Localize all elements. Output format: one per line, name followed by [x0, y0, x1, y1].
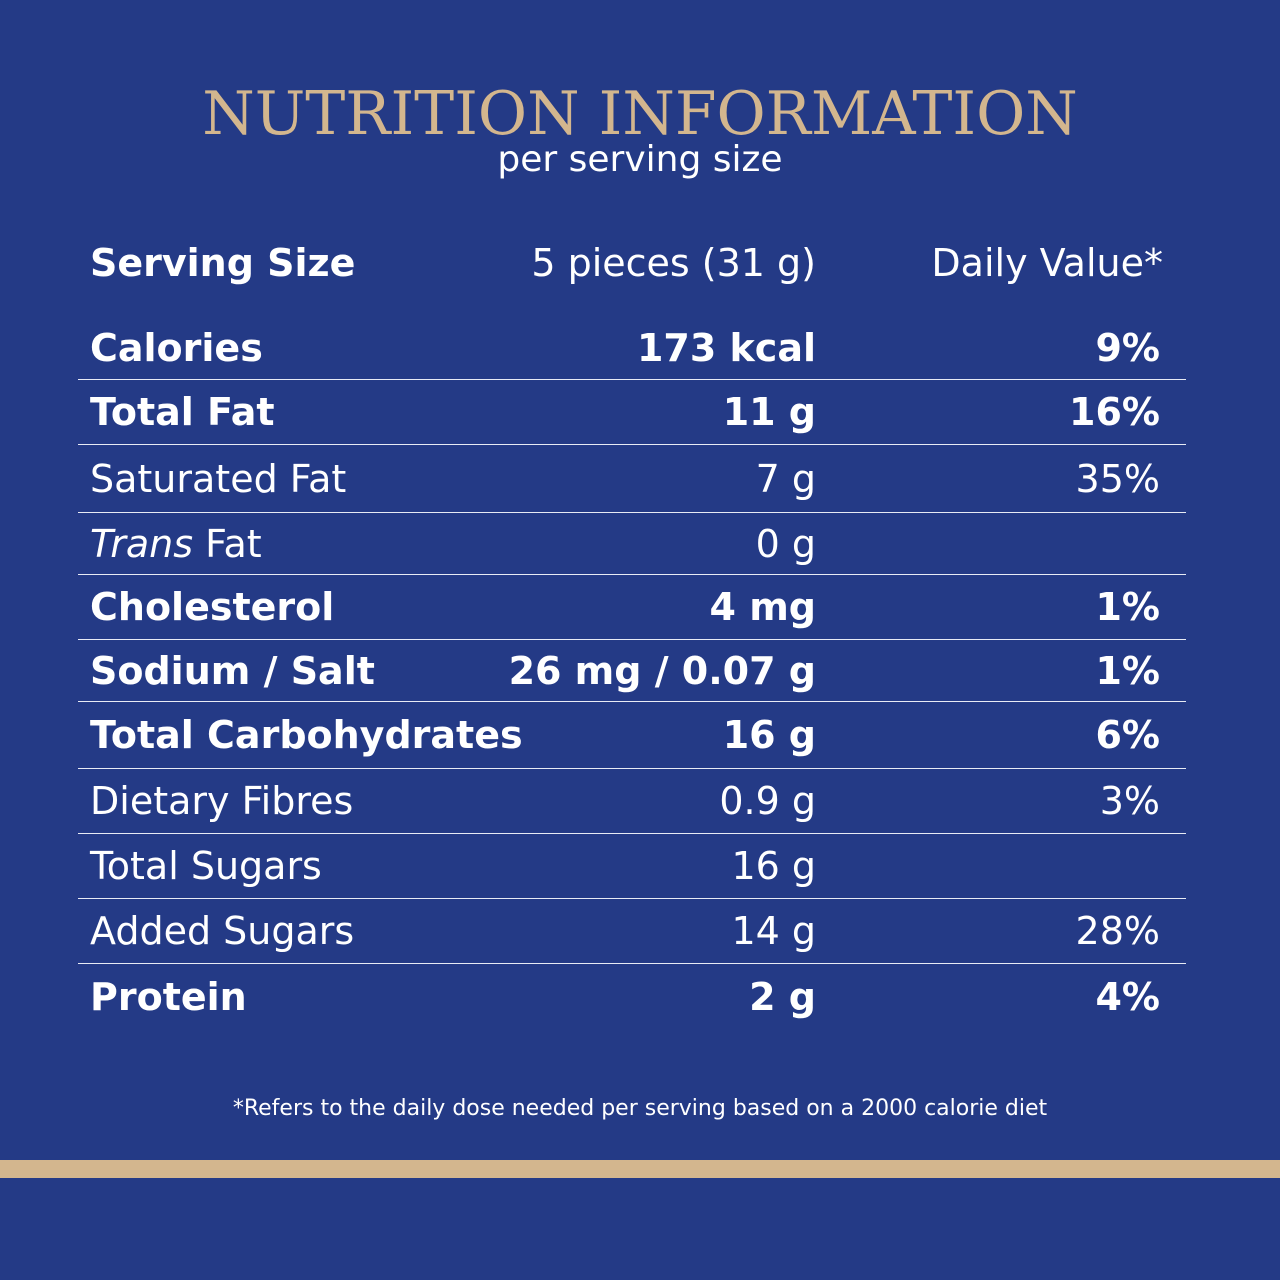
nutrient-daily-value: 1%	[1095, 648, 1160, 693]
nutrient-amount: 14 g	[731, 909, 816, 953]
nutrient-daily-value: 6%	[1095, 713, 1160, 757]
nutrient-daily-value: 3%	[1099, 779, 1160, 823]
nutrient-row-added-sugars: Added Sugars 14 g 28%	[78, 899, 1186, 964]
nutrition-table: Serving Size 5 pieces (31 g) Daily Value…	[78, 230, 1186, 1030]
nutrient-amount: 16 g	[722, 713, 816, 757]
nutrient-name: Saturated Fat	[90, 456, 347, 501]
nutrient-row-sodium: Sodium / Salt 26 mg / 0.07 g 1%	[78, 640, 1186, 702]
daily-value-footnote: *Refers to the daily dose needed per ser…	[232, 1096, 1048, 1121]
nutrient-name: Total Sugars	[90, 844, 322, 888]
nutrient-amount: 7 g	[755, 456, 816, 501]
nutrient-row-total-carbohydrates: Total Carbohydrates 16 g 6%	[78, 702, 1186, 769]
nutrient-name: Total Fat	[90, 390, 275, 434]
nutrient-name: Total Carbohydrates	[90, 713, 523, 757]
nutrient-row-trans-fat: Trans Fat 0 g	[78, 513, 1186, 575]
nutrient-name: Protein	[90, 975, 247, 1019]
nutrient-amount: 0.9 g	[719, 779, 816, 823]
nutrient-daily-value: 9%	[1095, 325, 1160, 370]
nutrient-daily-value: 4%	[1095, 975, 1160, 1019]
nutrient-amount: 16 g	[731, 844, 816, 888]
nutrient-name-italic: Trans	[90, 521, 194, 566]
gold-divider-stripe	[0, 1160, 1280, 1178]
nutrient-name: Trans Fat	[90, 513, 560, 574]
nutrient-row-dietary-fibres: Dietary Fibres 0.9 g 3%	[78, 769, 1186, 834]
nutrient-row-saturated-fat: Saturated Fat 7 g 35%	[78, 445, 1186, 513]
nutrient-daily-value: 1%	[1095, 585, 1160, 629]
nutrient-daily-value: 28%	[1075, 909, 1160, 953]
serving-size-amount: 5 pieces (31 g)	[531, 241, 816, 285]
nutrient-row-total-sugars: Total Sugars 16 g	[78, 834, 1186, 899]
nutrient-row-calories: Calories 173 kcal 9%	[78, 316, 1186, 380]
nutrient-name: Cholesterol	[90, 585, 335, 629]
page-subtitle: per serving size	[497, 139, 783, 180]
nutrient-daily-value	[878, 834, 1160, 898]
nutrient-amount: 173 kcal	[636, 325, 816, 370]
page-title: NUTRITION INFORMATION	[202, 79, 1078, 149]
nutrient-row-cholesterol: Cholesterol 4 mg 1%	[78, 575, 1186, 640]
nutrient-amount: 0 g	[755, 521, 816, 566]
nutrient-daily-value: 35%	[1075, 456, 1160, 501]
nutrient-name: Added Sugars	[90, 909, 355, 953]
bottom-band	[0, 1178, 1280, 1280]
daily-value-header: Daily Value*	[931, 241, 1163, 285]
nutrient-daily-value	[878, 513, 1160, 574]
nutrient-name: Dietary Fibres	[90, 779, 354, 823]
nutrient-row-total-fat: Total Fat 11 g 16%	[78, 380, 1186, 445]
nutrient-name: Sodium / Salt	[90, 648, 375, 693]
nutrient-amount: 11 g	[722, 390, 816, 434]
nutrient-amount: 2 g	[749, 975, 816, 1019]
nutrient-row-protein: Protein 2 g 4%	[78, 964, 1186, 1030]
nutrient-name: Calories	[90, 325, 263, 370]
serving-size-label: Serving Size	[90, 241, 356, 285]
nutrient-name-rest: Fat	[193, 521, 262, 566]
serving-size-row: Serving Size 5 pieces (31 g) Daily Value…	[78, 230, 1186, 296]
nutrient-daily-value: 16%	[1069, 390, 1160, 434]
nutrient-amount: 26 mg / 0.07 g	[508, 648, 816, 693]
nutrient-amount: 4 mg	[709, 585, 816, 629]
